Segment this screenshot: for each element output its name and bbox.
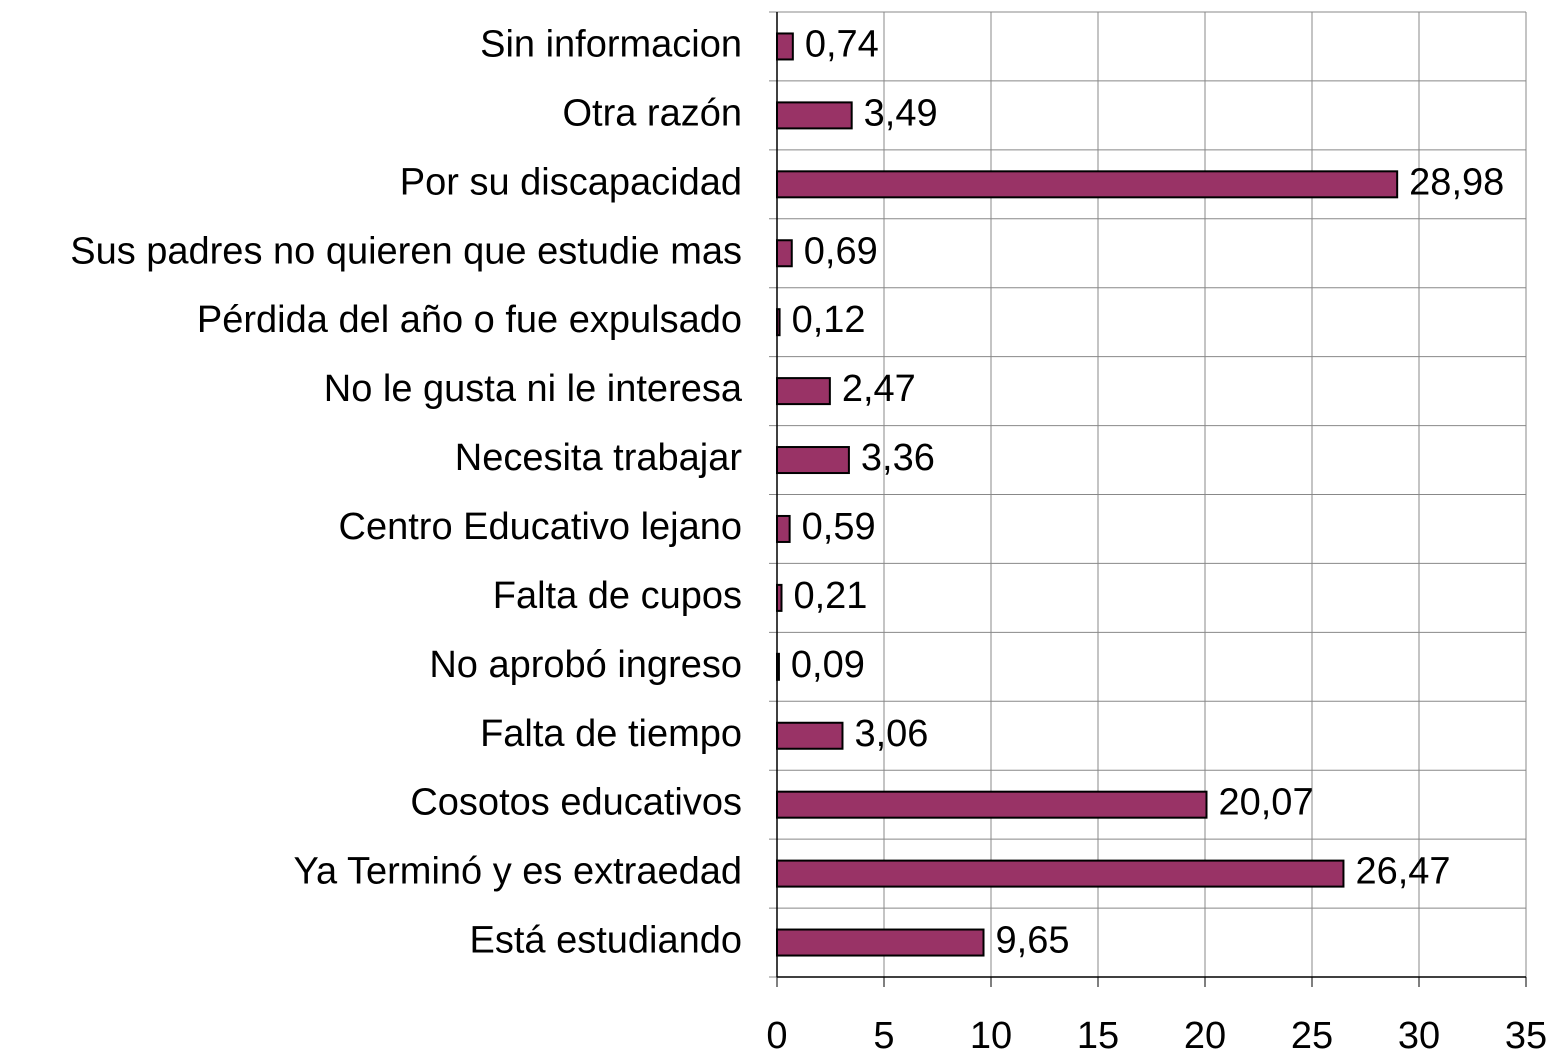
bar [776,652,780,681]
bar [776,790,1208,819]
bar [776,514,791,543]
x-tick-label: 10 [970,1015,1012,1056]
y-tick-label: No le gusta ni le interesa [324,368,743,410]
data-label: 0,21 [793,575,867,617]
y-tick-label: Centro Educativo lejano [339,506,742,548]
y-tick-label: Necesita trabajar [455,437,743,479]
y-tick-label: Por su discapacidad [400,161,742,203]
x-tick-label: 5 [873,1015,894,1056]
bar [776,446,850,475]
x-tick-label: 0 [766,1015,787,1056]
y-tick-label: Otra razón [562,92,742,134]
bar [776,583,783,612]
data-label: 9,65 [996,920,1070,962]
x-tick-label: 35 [1505,1015,1547,1056]
data-label: 2,47 [842,368,916,410]
data-label: 3,06 [854,713,928,755]
bar [776,928,985,957]
bar [776,721,844,750]
bar [776,239,793,268]
y-tick-label: Sus padres no quieren que estudie mas [70,230,742,272]
data-label: 0,69 [804,230,878,272]
data-label: 26,47 [1355,851,1450,893]
data-label: 0,59 [802,506,876,548]
bar [776,32,794,61]
data-label: 0,74 [805,23,879,65]
y-tick-label: Sin informacion [480,23,742,65]
data-label: 0,12 [792,299,866,341]
data-label: 3,36 [861,437,935,479]
bar [776,308,781,337]
data-label: 28,98 [1409,161,1504,203]
y-tick-label: Falta de cupos [493,575,742,617]
data-label: 20,07 [1218,782,1313,824]
y-tick-label: Está estudiando [469,920,742,962]
data-label: 0,09 [791,644,865,686]
bar [776,377,831,406]
bar [776,101,853,130]
y-tick-label: Ya Terminó y es extraedad [293,851,742,893]
bar [776,170,1399,199]
y-tick-label: Pérdida del año o fue expulsado [197,299,742,341]
x-tick-label: 15 [1077,1015,1119,1056]
y-tick-label: Falta de tiempo [480,713,742,755]
y-tick-label: No aprobó ingreso [429,644,742,686]
x-tick-label: 25 [1291,1015,1333,1056]
x-tick-label: 30 [1398,1015,1440,1056]
bar [776,859,1345,888]
data-label: 3,49 [864,92,938,134]
x-tick-label: 20 [1184,1015,1226,1056]
y-tick-label: Cosotos educativos [410,782,742,824]
